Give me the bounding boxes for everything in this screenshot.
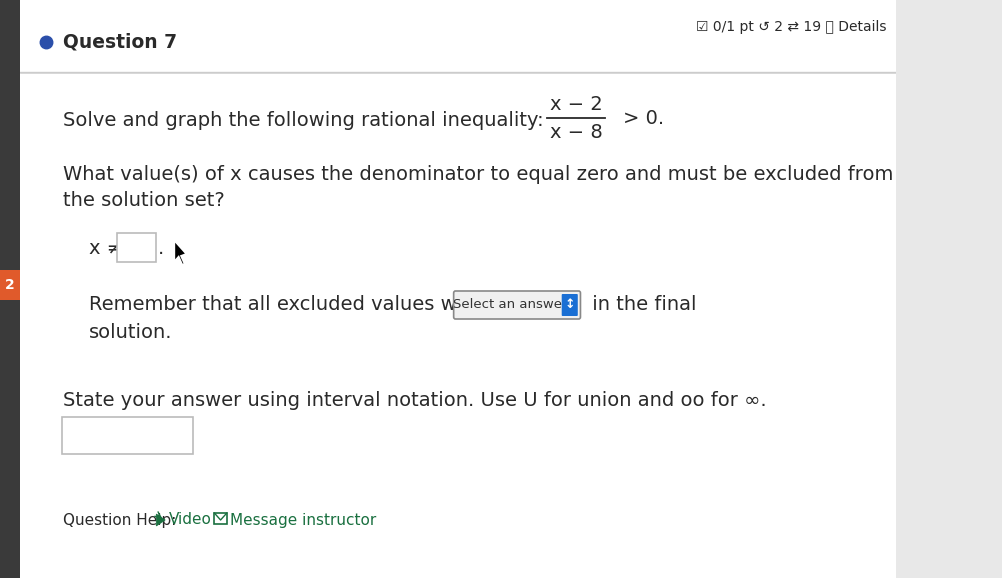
FancyBboxPatch shape xyxy=(61,417,192,454)
Text: Solve and graph the following rational inequality:: Solve and graph the following rational i… xyxy=(62,110,543,129)
Text: What value(s) of x causes the denominator to equal zero and must be excluded fro: What value(s) of x causes the denominato… xyxy=(62,165,892,184)
Polygon shape xyxy=(156,514,165,526)
Text: solution.: solution. xyxy=(89,324,172,343)
FancyBboxPatch shape xyxy=(453,291,580,319)
Text: x − 2: x − 2 xyxy=(549,95,602,114)
Text: Message instructor: Message instructor xyxy=(230,513,377,528)
Text: Question 7: Question 7 xyxy=(62,32,176,51)
Text: .: . xyxy=(158,239,164,258)
Text: in the final: in the final xyxy=(585,295,695,314)
Text: x ≠: x ≠ xyxy=(89,239,123,258)
Text: Select an answer: Select an answer xyxy=(452,298,566,312)
FancyBboxPatch shape xyxy=(561,294,577,316)
Text: the solution set?: the solution set? xyxy=(62,191,224,209)
FancyBboxPatch shape xyxy=(0,0,20,578)
Text: 2: 2 xyxy=(5,278,15,292)
Polygon shape xyxy=(174,240,186,265)
Text: ↕: ↕ xyxy=(564,298,574,312)
Text: Remember that all excluded values will have: Remember that all excluded values will h… xyxy=(89,295,527,314)
Text: ☑ 0/1 pt ↺ 2 ⇄ 19 ⓘ Details: ☑ 0/1 pt ↺ 2 ⇄ 19 ⓘ Details xyxy=(695,20,886,34)
Text: Video: Video xyxy=(168,513,211,528)
FancyBboxPatch shape xyxy=(117,233,156,262)
Text: x − 8: x − 8 xyxy=(549,124,602,143)
Text: Question Help:: Question Help: xyxy=(62,513,175,528)
Text: State your answer using interval notation. Use U for union and oo for ∞.: State your answer using interval notatio… xyxy=(62,391,766,409)
FancyBboxPatch shape xyxy=(20,0,895,578)
FancyBboxPatch shape xyxy=(0,270,20,300)
Text: > 0.: > 0. xyxy=(622,109,663,128)
